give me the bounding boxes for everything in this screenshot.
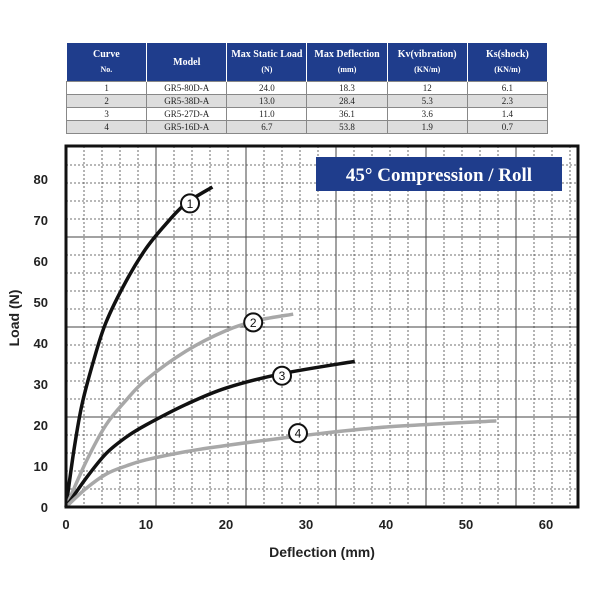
x-tick-label: 10	[139, 517, 153, 532]
column-header: Max Deflection (mm)	[306, 43, 388, 82]
y-tick-label: 80	[34, 172, 48, 187]
ticks: 0 10 20 30 40 50 60 0 10 20 30 40 50 60 70 80	[34, 172, 554, 532]
table-row: 4 GR5-16D-A 6.7 53.8 1.9 0.7	[65, 120, 549, 134]
curve-4	[64, 419, 497, 509]
y-tick-label: 70	[34, 213, 48, 228]
y-tick-label: 0	[41, 500, 48, 515]
column-header: Curve No.	[66, 43, 148, 82]
header-unit: (mm)	[337, 65, 357, 74]
header-text: Kv(vibration)	[397, 49, 457, 60]
curve-3-marker	[272, 365, 292, 386]
x-tick-label: 60	[539, 517, 553, 532]
curve-3	[64, 359, 356, 509]
title-box	[316, 157, 562, 191]
y-tick-label: 30	[34, 377, 48, 392]
y-tick-label: 50	[34, 295, 48, 310]
table-cell: 4	[65, 120, 148, 134]
header-text: Ks(shock)	[485, 49, 529, 60]
table-cell: 6.7	[226, 120, 308, 134]
table-cell: GR5-16D-A	[146, 120, 228, 134]
table-cell: 53.8	[306, 120, 388, 134]
y-tick-label: 60	[34, 254, 48, 269]
x-tick-label: 40	[379, 517, 393, 532]
plot-frame	[64, 144, 580, 509]
chart-title: 45° Compression / Roll	[346, 165, 532, 186]
header-unit: (KN/m)	[414, 65, 441, 74]
curve-1	[64, 185, 214, 508]
header-text: Max Deflection	[314, 49, 380, 60]
curves: 1 2 3 4	[64, 185, 497, 509]
spec-table: Curve No. Model Max Static Load (N) Max Defle…	[65, 43, 549, 134]
curve-4-marker	[288, 423, 308, 444]
curve-2-label: 2	[250, 316, 257, 330]
curve-4-label: 4	[295, 427, 302, 441]
x-tick-label: 0	[62, 517, 69, 532]
curve-3-label: 3	[279, 369, 286, 383]
y-tick-label: 40	[34, 336, 48, 351]
header-text: Curve	[92, 49, 120, 60]
table-row: 1 GR5-80D-A 24.0 18.3 12 6.1	[65, 81, 549, 95]
column-header: Max Static Load (N)	[226, 43, 308, 82]
y-axis-label: Load (N)	[6, 290, 22, 347]
table-row: 3 GR5-27D-A 11.0 36.1 3.6 1.4	[65, 107, 549, 121]
y-tick-label: 10	[34, 459, 48, 474]
table-cell: 13.0	[226, 94, 308, 108]
y-tick-label: 20	[34, 418, 48, 433]
curve-2-marker	[243, 312, 264, 333]
header-unit: (N)	[261, 65, 273, 74]
table-cell: 2.3	[466, 94, 549, 108]
x-tick-label: 30	[299, 517, 313, 532]
grid	[66, 146, 578, 507]
header-text: Max Static Load	[231, 49, 303, 60]
table-header-row: Curve No. Model Max Static Load (N) Max Defle…	[66, 43, 549, 82]
curve-1-marker	[180, 193, 200, 214]
column-header: Kv(vibration) (KN/m)	[387, 43, 468, 82]
header-unit: (KN/m)	[494, 65, 521, 74]
table-cell: 0.7	[466, 120, 549, 134]
column-header: Model	[146, 43, 228, 82]
header-text: Model	[173, 56, 201, 68]
x-axis-label: Deflection (mm)	[269, 544, 375, 560]
x-tick-label: 20	[219, 517, 233, 532]
header-unit: No.	[100, 65, 113, 74]
column-header: Ks(shock) (KN/m)	[467, 43, 549, 82]
x-tick-label: 50	[459, 517, 473, 532]
curve-1-label: 1	[187, 197, 194, 211]
